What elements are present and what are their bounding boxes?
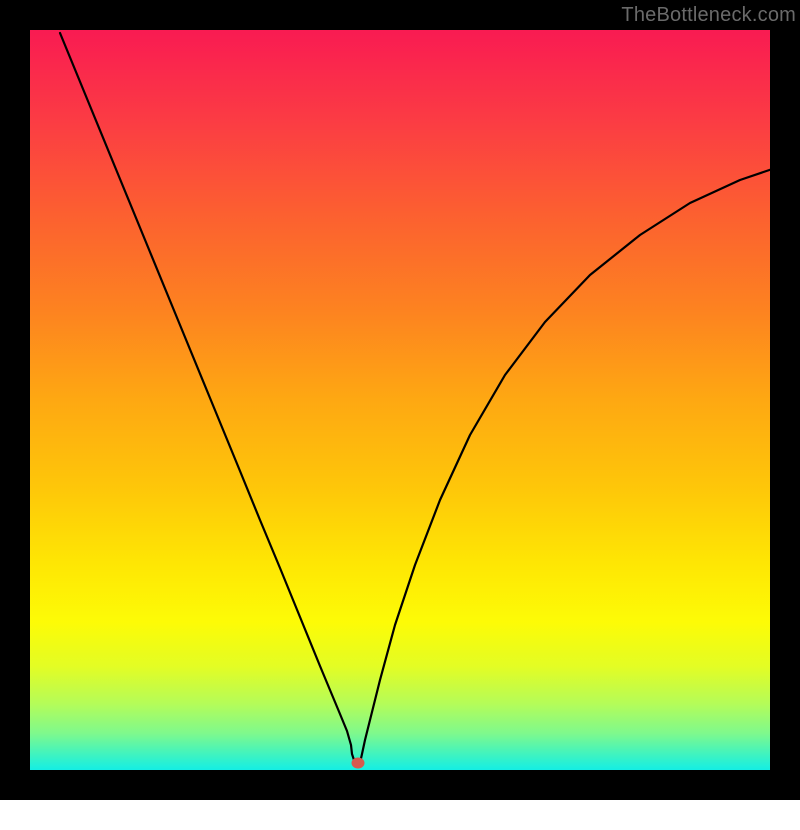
chart-border-bottom [0, 770, 800, 800]
plot-area [30, 30, 770, 770]
gradient-background [30, 30, 770, 770]
watermark-text: TheBottleneck.com [621, 4, 796, 27]
optimal-point-marker [352, 758, 365, 769]
chart-border-left [0, 0, 30, 800]
bottleneck-chart: TheBottleneck.com [0, 0, 800, 800]
chart-border-right [770, 0, 800, 800]
